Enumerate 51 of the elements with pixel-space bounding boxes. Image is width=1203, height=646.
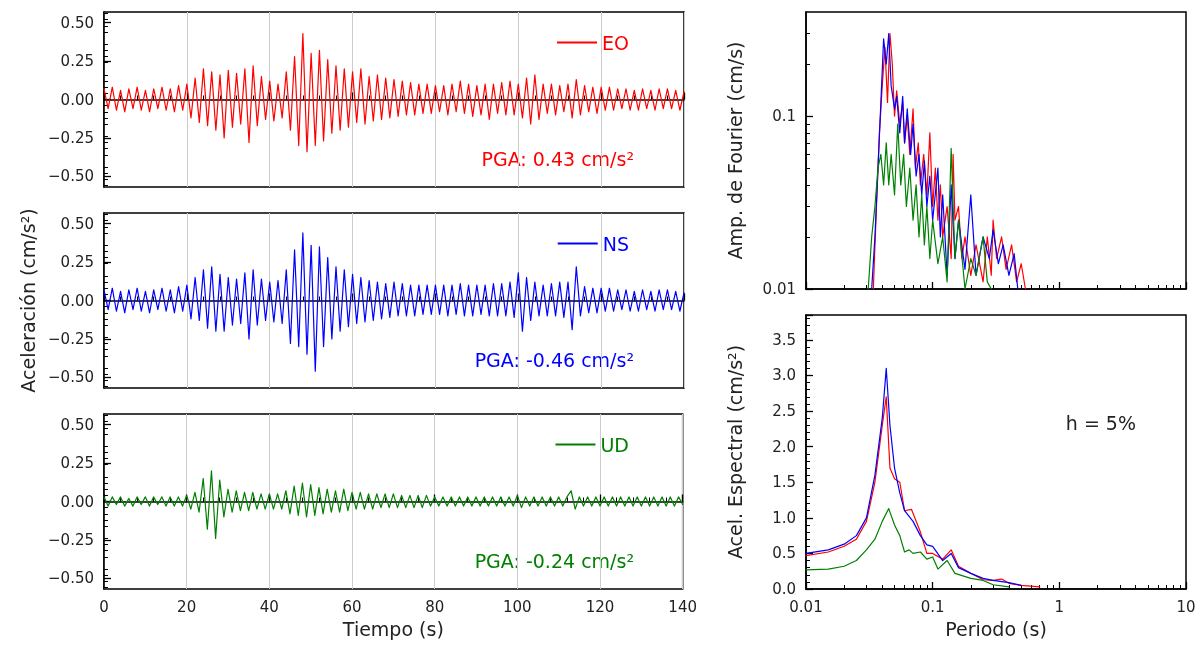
x-tick-label: 1 <box>1054 597 1065 616</box>
x-axis-title: Periodo (s) <box>945 617 1047 640</box>
y-tick-label: 0.01 <box>762 280 796 298</box>
x-tick-label: 0 <box>99 597 109 616</box>
annotation: PGA: -0.46 cm/s² <box>474 348 634 371</box>
x-tick-label: 60 <box>342 597 362 616</box>
x-tick-label: 100 <box>503 597 532 616</box>
y-tick-label: 0.1 <box>772 107 796 126</box>
x-tick-label: 120 <box>585 597 615 616</box>
y-tick-label: 0.50 <box>60 415 94 434</box>
legend-label: NS <box>602 232 630 255</box>
legend-label: EO <box>602 31 630 54</box>
y-tick-label: 0.0 <box>772 580 796 598</box>
y-tick-label: 3.0 <box>772 366 796 385</box>
y-tick-label: 0.25 <box>60 253 94 272</box>
y-tick-label: −0.25 <box>48 530 94 549</box>
y-tick-label: 2.5 <box>772 402 796 421</box>
y-tick-label: −0.25 <box>48 128 94 147</box>
x-tick-label: 140 <box>668 597 698 616</box>
legend-label: UD <box>600 433 630 456</box>
x-axis-title: Tiempo (s) <box>341 617 444 640</box>
y-tick-label: 0.50 <box>60 13 94 32</box>
y-tick-label: 3.5 <box>772 330 796 349</box>
y-tick-label: −0.50 <box>48 167 94 186</box>
y-tick-label: −0.25 <box>48 329 94 348</box>
y-tick-label: 0.00 <box>60 291 94 310</box>
y-tick-label: 0.5 <box>772 544 796 563</box>
y-axis-title: Acel. Espectral (cm/s²) <box>723 344 746 560</box>
annotation: PGA: 0.43 cm/s² <box>481 147 635 170</box>
y-axis-title: Aceleración (cm/s²) <box>16 208 39 393</box>
annotation: h = 5% <box>1065 412 1136 435</box>
y-tick-label: 0.00 <box>60 90 94 109</box>
x-tick-label: 40 <box>259 597 279 616</box>
x-tick-label: 20 <box>177 597 197 616</box>
line-series <box>103 232 685 372</box>
line-series <box>103 470 684 539</box>
y-tick-label: 0.50 <box>60 214 94 233</box>
x-tick-label: 80 <box>425 597 445 616</box>
x-tick-label: 0.1 <box>920 597 945 616</box>
line-series <box>103 32 685 153</box>
x-tick-label: 10 <box>1176 597 1196 616</box>
y-tick-label: 2.0 <box>772 437 796 456</box>
y-axis-title: Amp. de Fourier (cm/s) <box>723 41 746 260</box>
y-tick-label: 0.25 <box>60 52 94 71</box>
y-tick-label: 1.5 <box>772 473 796 492</box>
y-tick-label: 0.25 <box>60 454 94 473</box>
y-tick-label: −0.50 <box>48 368 94 387</box>
x-tick-label: 0.01 <box>789 597 823 616</box>
y-tick-label: 1.0 <box>772 508 796 527</box>
y-tick-label: 0.00 <box>60 492 94 511</box>
y-tick-label: −0.50 <box>48 569 94 588</box>
